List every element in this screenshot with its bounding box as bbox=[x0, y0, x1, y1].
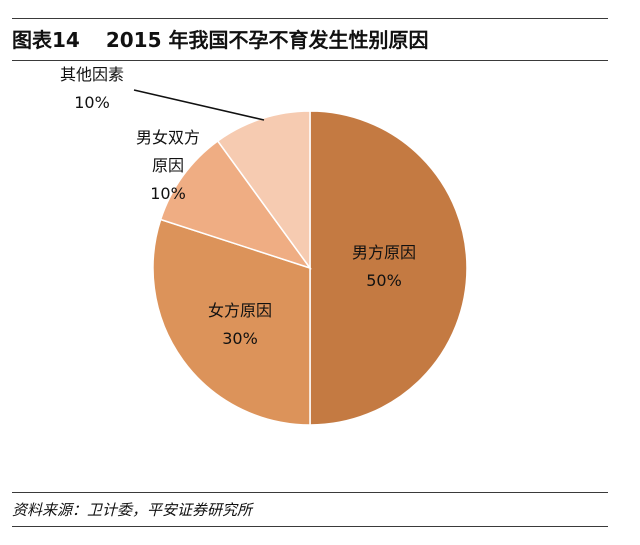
title-rule bbox=[12, 60, 608, 61]
source-note: 资料来源：卫计委，平安证券研究所 bbox=[12, 501, 253, 519]
pie-slice bbox=[159, 139, 312, 270]
slice-value-label: 10% bbox=[74, 93, 110, 112]
slice-category-label: 男方原因 bbox=[352, 243, 416, 262]
leader-line bbox=[133, 89, 265, 121]
chart-title: 2015 年我国不孕不育发生性别原因 bbox=[105, 28, 429, 52]
slice-category-label: 原因 bbox=[152, 156, 184, 175]
figure-label: 图表14 bbox=[12, 28, 80, 52]
top-rule bbox=[12, 18, 608, 19]
slice-value-label: 30% bbox=[222, 329, 258, 348]
footer-rule bbox=[12, 492, 608, 493]
slice-category-label: 女方原因 bbox=[208, 301, 272, 320]
slice-value-label: 50% bbox=[366, 271, 402, 290]
slice-category-label: 男女双方 bbox=[136, 128, 200, 147]
pie-slice bbox=[309, 110, 468, 426]
pie-slice bbox=[152, 218, 311, 426]
bottom-rule bbox=[12, 526, 608, 527]
figure-title: 图表14 2015 年我国不孕不育发生性别原因 bbox=[12, 25, 608, 55]
slice-category-label: 其他因素 bbox=[60, 65, 124, 84]
slice-value-label: 10% bbox=[150, 184, 186, 203]
